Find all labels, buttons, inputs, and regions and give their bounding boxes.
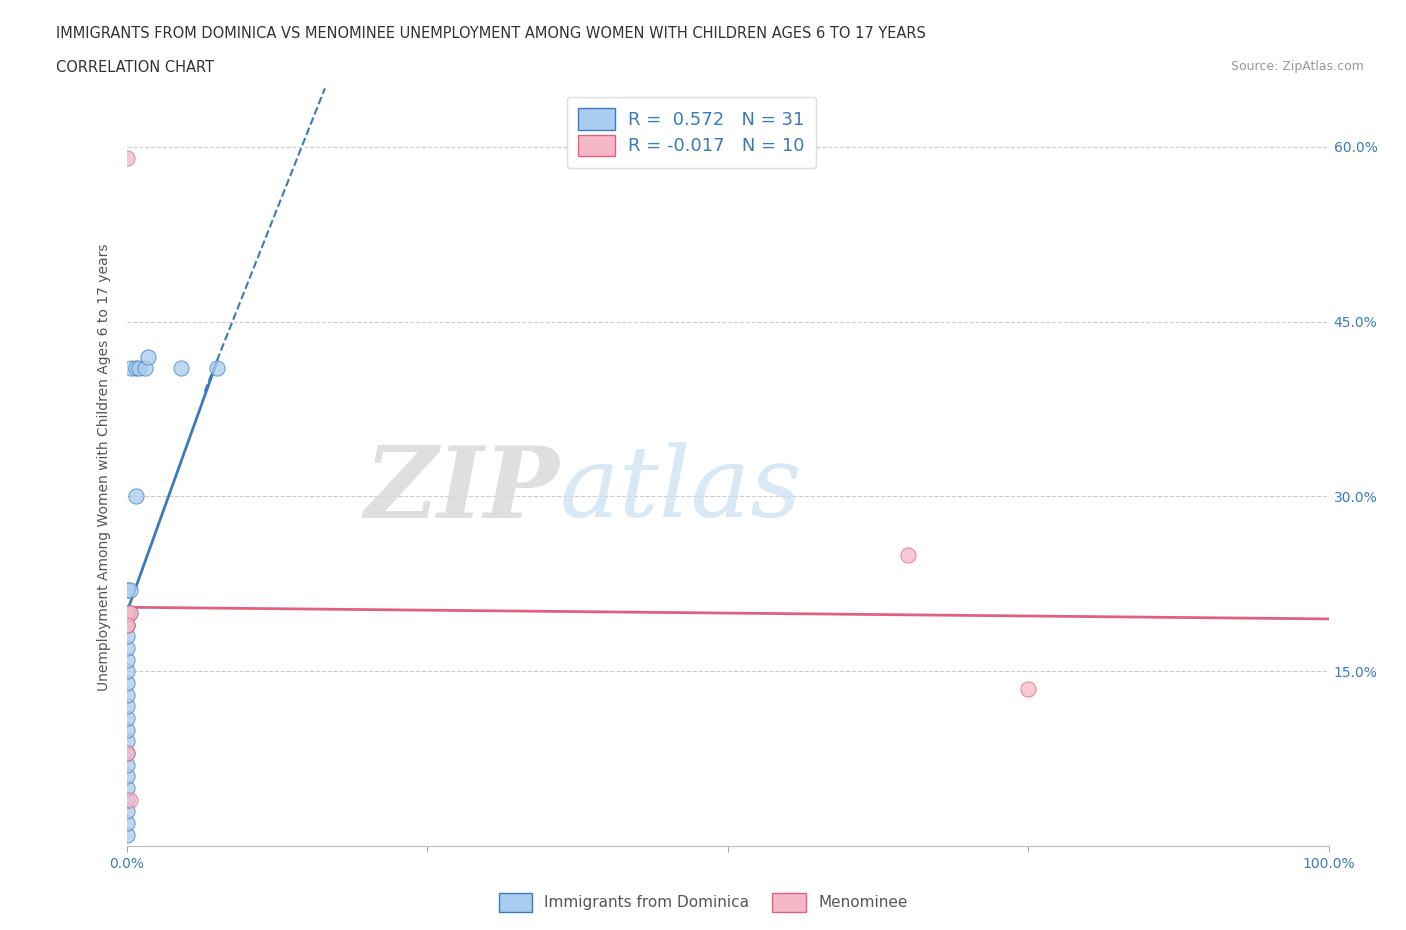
Point [169,361,191,376]
Point [134,361,156,376]
Legend: R =  0.572   N = 31, R = -0.017   N = 10: R = 0.572 N = 31, R = -0.017 N = 10 [567,97,817,167]
Text: atlas: atlas [560,443,801,538]
Point [115,792,138,807]
Point [115,687,138,702]
Point [115,151,138,166]
Point [115,618,138,632]
Point [125,489,148,504]
Legend: Immigrants from Dominica, Menominee: Immigrants from Dominica, Menominee [492,887,914,918]
Point [115,746,138,761]
Point [115,804,138,818]
Point [115,827,138,842]
Point [897,548,920,563]
Point [115,769,138,784]
Text: CORRELATION CHART: CORRELATION CHART [56,60,214,75]
Point [125,361,148,376]
Point [115,816,138,830]
Point [205,361,228,376]
Point [115,605,138,620]
Point [115,605,138,620]
Text: ZIP: ZIP [364,442,560,538]
Point [120,582,142,597]
Point [120,605,142,620]
Point [115,618,138,632]
Point [1017,682,1039,697]
Point [115,618,138,632]
Point [115,711,138,725]
Point [115,780,138,795]
Point [120,361,142,376]
Point [128,361,150,376]
Point [115,734,138,749]
Point [115,652,138,667]
Point [115,664,138,679]
Text: Source: ZipAtlas.com: Source: ZipAtlas.com [1230,60,1364,73]
Point [115,629,138,644]
Point [115,582,138,597]
Point [120,792,142,807]
Point [120,605,142,620]
Y-axis label: Unemployment Among Women with Children Ages 6 to 17 years: Unemployment Among Women with Children A… [97,244,111,691]
Point [115,699,138,714]
Point [115,641,138,656]
Point [136,349,159,364]
Point [115,605,138,620]
Text: IMMIGRANTS FROM DOMINICA VS MENOMINEE UNEMPLOYMENT AMONG WOMEN WITH CHILDREN AGE: IMMIGRANTS FROM DOMINICA VS MENOMINEE UN… [56,26,927,41]
Point [115,675,138,690]
Point [115,746,138,761]
Point [115,757,138,772]
Point [115,723,138,737]
